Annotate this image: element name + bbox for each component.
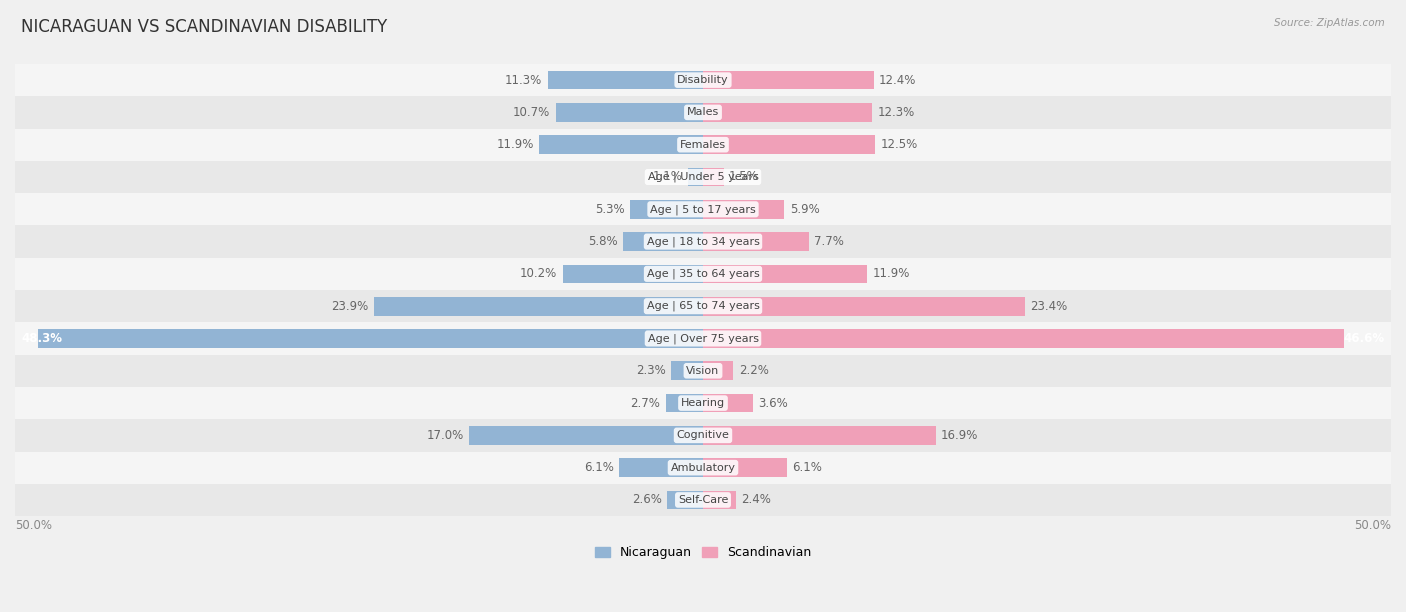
Text: 23.4%: 23.4% [1031,300,1067,313]
Text: 5.3%: 5.3% [595,203,624,216]
Text: 48.3%: 48.3% [22,332,63,345]
Bar [15,452,1391,484]
Bar [703,297,1025,316]
Text: 12.4%: 12.4% [879,73,917,87]
Bar [666,394,703,412]
Text: Hearing: Hearing [681,398,725,408]
Bar [703,329,1344,348]
Text: 2.2%: 2.2% [738,364,769,377]
Text: 6.1%: 6.1% [583,461,613,474]
Text: Age | 5 to 17 years: Age | 5 to 17 years [650,204,756,215]
Bar [671,362,703,380]
Bar [38,329,703,348]
Bar [668,491,703,509]
Bar [703,426,935,445]
Bar [623,232,703,251]
Bar [703,71,873,89]
Text: 16.9%: 16.9% [941,429,979,442]
Bar [555,103,703,122]
Text: 50.0%: 50.0% [15,520,52,532]
Text: 11.9%: 11.9% [496,138,534,151]
Text: Age | Under 5 years: Age | Under 5 years [648,172,758,182]
Text: 50.0%: 50.0% [1354,520,1391,532]
Text: 1.1%: 1.1% [652,171,682,184]
Text: NICARAGUAN VS SCANDINAVIAN DISABILITY: NICARAGUAN VS SCANDINAVIAN DISABILITY [21,18,387,36]
Bar [703,362,734,380]
Text: 12.3%: 12.3% [877,106,915,119]
Bar [374,297,703,316]
Bar [15,323,1391,354]
Text: 2.4%: 2.4% [741,493,772,507]
Text: Age | 18 to 34 years: Age | 18 to 34 years [647,236,759,247]
Bar [630,200,703,218]
Bar [15,419,1391,452]
Bar [15,354,1391,387]
Text: 11.9%: 11.9% [872,267,910,280]
Bar [15,96,1391,129]
Bar [547,71,703,89]
Bar [540,135,703,154]
Bar [15,64,1391,96]
Bar [15,484,1391,516]
Text: 2.3%: 2.3% [636,364,666,377]
Text: Females: Females [681,140,725,150]
Text: 7.7%: 7.7% [814,235,845,248]
Text: 2.7%: 2.7% [630,397,661,409]
Text: 1.5%: 1.5% [730,171,759,184]
Text: 6.1%: 6.1% [793,461,823,474]
Bar [703,232,808,251]
Bar [688,168,703,187]
Text: 5.9%: 5.9% [790,203,820,216]
Bar [15,225,1391,258]
Bar [562,264,703,283]
Bar [703,200,785,218]
Bar [703,491,735,509]
Bar [15,161,1391,193]
Text: Ambulatory: Ambulatory [671,463,735,472]
Text: Age | 35 to 64 years: Age | 35 to 64 years [647,269,759,279]
Text: 3.6%: 3.6% [758,397,787,409]
Text: 11.3%: 11.3% [505,73,541,87]
Legend: Nicaraguan, Scandinavian: Nicaraguan, Scandinavian [591,541,815,564]
Bar [619,458,703,477]
Bar [15,387,1391,419]
Bar [703,264,866,283]
Text: 10.7%: 10.7% [513,106,550,119]
Text: Disability: Disability [678,75,728,85]
Bar [470,426,703,445]
Text: 10.2%: 10.2% [520,267,557,280]
Text: 17.0%: 17.0% [426,429,464,442]
Bar [15,129,1391,161]
Text: Source: ZipAtlas.com: Source: ZipAtlas.com [1274,18,1385,28]
Bar [703,103,872,122]
Text: Vision: Vision [686,366,720,376]
Text: 5.8%: 5.8% [588,235,617,248]
Bar [703,135,875,154]
Text: 2.6%: 2.6% [631,493,662,507]
Text: 46.6%: 46.6% [1343,332,1384,345]
Text: Cognitive: Cognitive [676,430,730,441]
Bar [703,394,752,412]
Bar [703,458,787,477]
Text: 12.5%: 12.5% [880,138,918,151]
Text: Self-Care: Self-Care [678,495,728,505]
Bar [703,168,724,187]
Bar [15,193,1391,225]
Text: Age | 65 to 74 years: Age | 65 to 74 years [647,301,759,312]
Bar [15,290,1391,323]
Text: Age | Over 75 years: Age | Over 75 years [648,333,758,344]
Text: 23.9%: 23.9% [332,300,368,313]
Text: Males: Males [688,107,718,118]
Bar [15,258,1391,290]
